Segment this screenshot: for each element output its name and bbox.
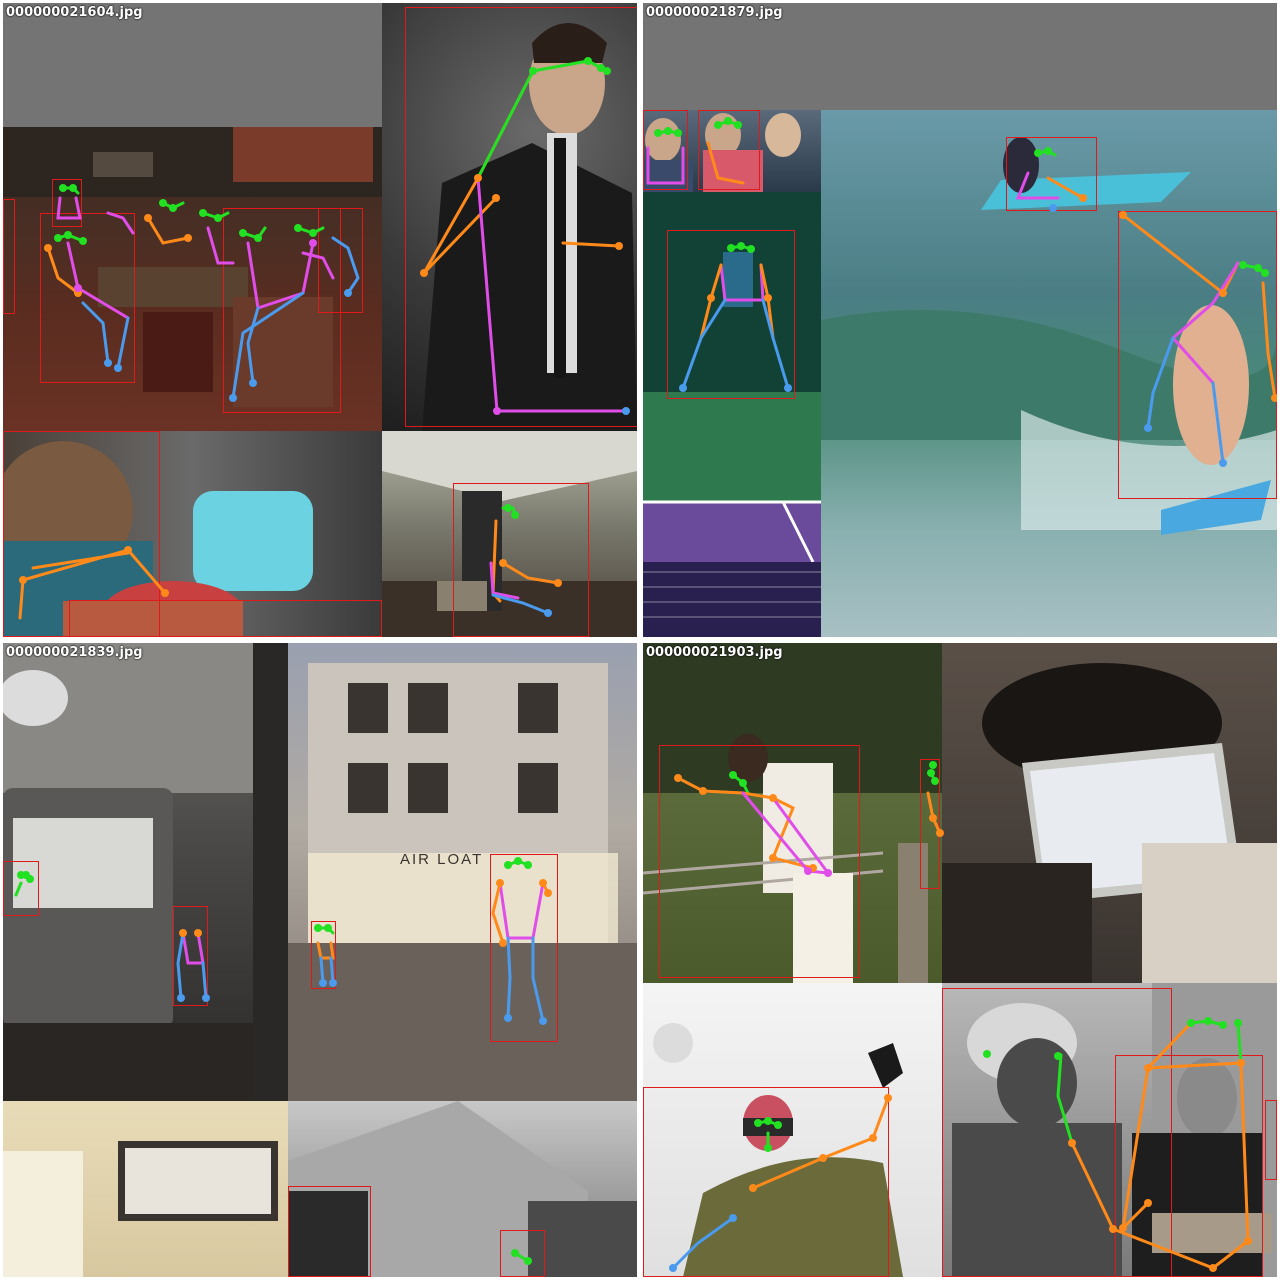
mosaic-panel-top-left: 000000021604.jpg xyxy=(3,3,637,637)
image-filename-label: 000000021604.jpg xyxy=(6,5,143,20)
laptop-scene xyxy=(942,663,1277,983)
suit-man-photo xyxy=(382,3,637,431)
person-bounding-box xyxy=(490,854,558,1042)
shed-photo xyxy=(288,1101,637,1277)
pose-skeleton-overlay xyxy=(18,57,630,620)
person-bounding-box xyxy=(698,110,760,190)
mosaic-panel-bottom-right: 000000021903.jpg xyxy=(643,643,1277,1277)
person-bounding-box xyxy=(1118,211,1277,499)
person-bounding-box xyxy=(942,988,1172,1277)
image-filename-label: 000000021903.jpg xyxy=(646,645,783,660)
street-scene xyxy=(288,663,637,1101)
seated-man-photo xyxy=(382,431,637,637)
bench-scene xyxy=(382,431,637,637)
person-bounding-box xyxy=(318,208,363,313)
person-bounding-box xyxy=(643,110,688,190)
person-bounding-box xyxy=(311,921,336,989)
person-bounding-box xyxy=(40,213,135,383)
mosaic-panel-bottom-left: 000000021839.jpg AIR LOAT xyxy=(3,643,637,1277)
person-bounding-box xyxy=(1265,1100,1277,1180)
pose-skeleton-overlay xyxy=(14,857,552,1265)
snowboarder-photo xyxy=(643,983,942,1277)
gray-padding xyxy=(643,3,1277,110)
toy-scene xyxy=(3,441,313,637)
gray-padding xyxy=(3,3,382,127)
person-bounding-box xyxy=(3,861,39,916)
bus-scene xyxy=(3,643,288,1101)
person-bounding-box xyxy=(173,906,208,1006)
person-bounding-box xyxy=(659,745,860,978)
bus-photo xyxy=(3,643,288,1101)
person-bounding-box xyxy=(288,1186,371,1277)
mosaic-panel-top-right: 000000021879.jpg xyxy=(643,3,1277,637)
person-bounding-box xyxy=(643,1087,889,1277)
pose-skeleton-overlay xyxy=(669,761,1252,1272)
person-bounding-box xyxy=(500,1230,545,1277)
pose-skeleton-overlay xyxy=(646,117,1277,467)
person-bounding-box xyxy=(405,7,637,427)
street-building-photo: AIR LOAT xyxy=(288,643,637,1101)
person-bounding-box xyxy=(52,179,82,227)
court-scene xyxy=(643,192,821,637)
image-filename-label: 000000021839.jpg xyxy=(6,645,143,660)
person-bounding-box xyxy=(223,208,341,413)
room-wall-photo xyxy=(3,1101,288,1277)
person-bounding-box xyxy=(69,600,382,637)
fence-scene xyxy=(643,643,942,983)
keypoints xyxy=(54,57,611,519)
person-bounding-box xyxy=(920,759,940,889)
person-bounding-box xyxy=(1115,1055,1263,1277)
person-bounding-box xyxy=(3,199,15,314)
person-bounding-box xyxy=(667,230,795,399)
suit-scene xyxy=(422,23,637,431)
wave-scene xyxy=(821,137,1277,535)
shed-scene xyxy=(288,1101,637,1277)
person-bounding-box xyxy=(453,483,589,637)
image-filename-label: 000000021879.jpg xyxy=(646,5,783,20)
office-scene xyxy=(952,983,1277,1277)
wall-scene xyxy=(3,1141,278,1277)
storefront-sign: AIR LOAT xyxy=(400,851,484,868)
child-toy-photo xyxy=(3,431,382,637)
tennis-court-photo xyxy=(643,192,821,637)
laptop-photo xyxy=(942,643,1277,983)
